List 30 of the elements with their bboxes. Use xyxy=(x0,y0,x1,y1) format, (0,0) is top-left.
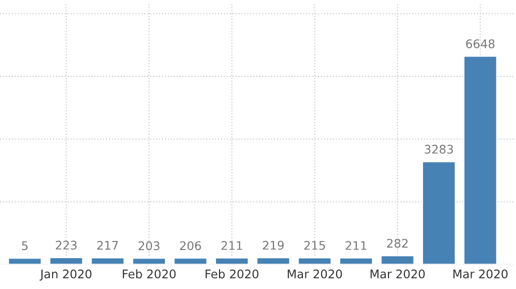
bar xyxy=(8,257,42,264)
data-label: 282 xyxy=(387,238,408,248)
x-tick-label: Mar 2020 xyxy=(288,270,342,278)
x-tick-label: Feb 2020 xyxy=(206,269,258,278)
bar xyxy=(380,254,415,264)
bar xyxy=(463,55,498,264)
x-tick-label: Jan 2020 xyxy=(40,270,92,281)
x-tick-label: Feb 2020 xyxy=(122,269,176,278)
bar xyxy=(132,257,166,264)
annotation: 5 xyxy=(22,241,28,250)
data-label: 211 xyxy=(346,241,366,250)
data-label: 217 xyxy=(97,240,118,250)
data-label: 223 xyxy=(56,240,77,250)
data-label: 6648 xyxy=(466,39,495,48)
bar xyxy=(90,256,125,264)
bar xyxy=(173,257,208,264)
data-label: 211 xyxy=(221,241,242,250)
x-tick-label: Mar 2020 xyxy=(453,270,508,278)
bar xyxy=(214,257,250,264)
x-tick-label: Mar 2020 xyxy=(370,270,425,278)
bar xyxy=(297,257,332,264)
bar xyxy=(48,256,84,264)
data-label: 215 xyxy=(304,240,325,250)
bar xyxy=(256,256,291,264)
data-label: 3283 xyxy=(424,144,453,154)
data-label: 206 xyxy=(180,241,201,250)
data-label: 219 xyxy=(262,240,284,250)
data-label: 203 xyxy=(138,241,160,250)
bar xyxy=(422,160,456,264)
bar xyxy=(338,257,374,264)
